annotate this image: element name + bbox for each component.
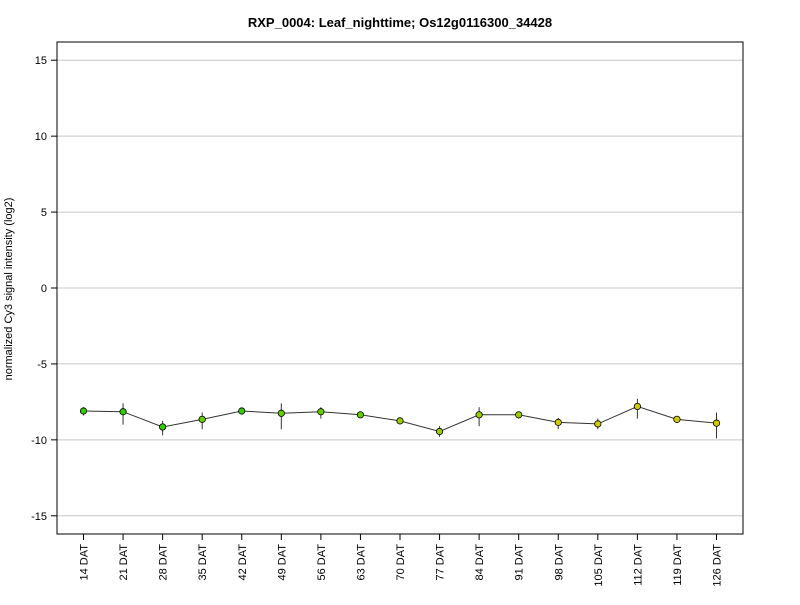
chart-title: RXP_0004: Leaf_nighttime; Os12g0116300_3…	[248, 15, 552, 30]
y-tick-label: 15	[35, 55, 47, 67]
y-tick-label: 0	[41, 283, 47, 295]
x-tick-label: 28 DAT	[158, 544, 170, 581]
plot-frame	[56, 41, 744, 535]
x-tick-label: 21 DAT	[118, 544, 130, 581]
data-point	[594, 420, 602, 428]
x-tick-label: 84 DAT	[474, 544, 486, 581]
x-tick-label: 42 DAT	[237, 544, 249, 581]
x-tick-label: 112 DAT	[632, 544, 644, 586]
y-tick-label: -10	[31, 435, 47, 447]
data-point	[554, 418, 562, 426]
y-tick-label: 10	[35, 131, 47, 143]
data-point	[435, 427, 444, 436]
x-tick-label: 126 DAT	[712, 544, 724, 587]
axes: -15 -10 -5 0 5 10 15 14 DAT 21 DAT 28 DAT 35 DAT 42…	[31, 55, 723, 586]
y-tick-label: -5	[37, 359, 47, 371]
x-tick-label: 77 DAT	[435, 544, 447, 581]
data-point	[712, 419, 721, 427]
x-tick-label: 56 DAT	[316, 544, 328, 581]
data-point	[198, 415, 206, 423]
data-point	[356, 411, 365, 419]
data-point	[515, 411, 523, 419]
x-tick-label: 70 DAT	[395, 544, 407, 581]
data-point	[317, 408, 325, 416]
x-tick-label: 63 DAT	[355, 544, 367, 581]
x-tick-label: 105 DAT	[593, 544, 605, 587]
x-tick-label: 98 DAT	[553, 544, 565, 581]
data-point	[119, 408, 127, 416]
y-tick-label: 5	[41, 207, 47, 219]
x-tick-label: 119 DAT	[672, 544, 684, 586]
data-point	[475, 411, 483, 419]
data-point	[396, 417, 404, 425]
data-point	[238, 407, 246, 415]
data-point	[79, 407, 88, 415]
data-point	[277, 409, 285, 417]
data-point	[633, 402, 641, 411]
grid-lines	[57, 59, 743, 517]
y-axis-label: normalized Cy3 signal intensity (log2)	[3, 198, 15, 381]
y-tick-label: -15	[31, 511, 47, 523]
data-point	[673, 415, 681, 423]
x-tick-label: 14 DAT	[79, 544, 91, 581]
x-tick-label: 35 DAT	[197, 544, 209, 581]
x-tick-label: 49 DAT	[276, 544, 288, 581]
data-point	[159, 423, 167, 431]
data-series	[79, 398, 721, 439]
x-tick-label: 91 DAT	[514, 544, 526, 581]
